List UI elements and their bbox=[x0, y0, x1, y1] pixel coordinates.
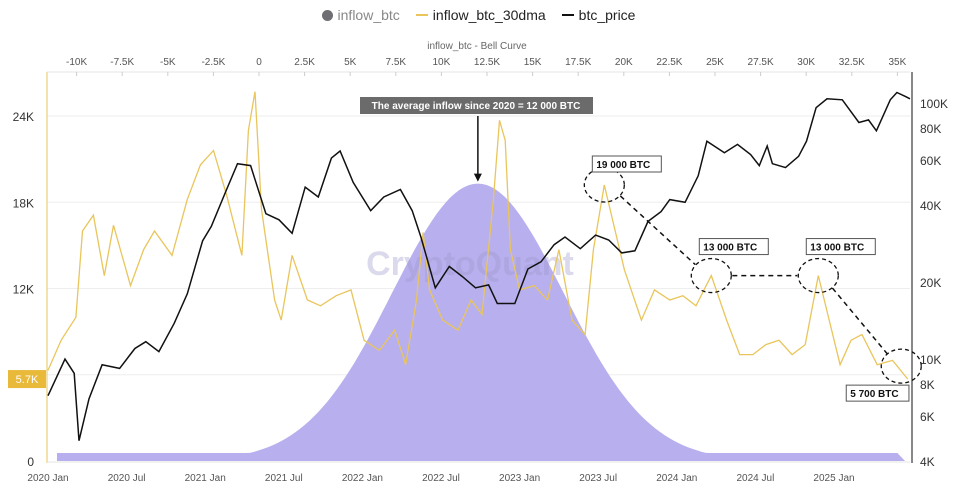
top-tick-label: 20K bbox=[615, 57, 633, 68]
x-tick-label: 2024 Jan bbox=[656, 473, 697, 484]
annotation-label: 19 000 BTC bbox=[596, 160, 650, 171]
top-tick-label: 10K bbox=[433, 57, 451, 68]
dashed-circle-marker bbox=[690, 257, 732, 294]
average-callout-box bbox=[360, 97, 593, 114]
right-tick-label: 20K bbox=[920, 276, 941, 290]
legend-label: btc_price bbox=[578, 7, 636, 23]
dashed-trend-line bbox=[619, 195, 696, 266]
top-tick-label: -7.5K bbox=[110, 57, 134, 68]
x-tick-label: 2021 Jan bbox=[185, 473, 226, 484]
annotation-label: 13 000 BTC bbox=[810, 243, 864, 254]
line-icon bbox=[561, 14, 574, 16]
top-tick-label: 7.5K bbox=[386, 57, 407, 68]
x-tick-label: 2020 Jul bbox=[108, 473, 146, 484]
right-tick-label: 6K bbox=[920, 410, 935, 424]
axes: -10K -7.5K -5K -2.5K 0 2.5K 5K 7.5K 10K 12.5K 15K 1… bbox=[8, 57, 948, 484]
top-tick-label: 5K bbox=[344, 57, 357, 68]
legend: inflow_btc inflow_btc_30dma btc_price bbox=[0, 7, 957, 23]
arrow-down-icon bbox=[473, 173, 482, 182]
x-tick-label: 2021 Jul bbox=[265, 473, 303, 484]
top-tick-label: 22.5K bbox=[656, 57, 682, 68]
x-tick-label: 2023 Jan bbox=[499, 473, 540, 484]
right-tick-label: 4K bbox=[920, 455, 935, 469]
x-tick-label: 2025 Jan bbox=[813, 473, 854, 484]
bell-curve-area bbox=[57, 183, 905, 461]
top-tick-label: 15K bbox=[524, 57, 542, 68]
current-value-label: 5.7K bbox=[16, 374, 39, 386]
top-tick-label: 30K bbox=[797, 57, 815, 68]
annotation-label-box bbox=[591, 155, 662, 173]
current-value-badge bbox=[8, 370, 46, 389]
x-tick-label: 2020 Jan bbox=[27, 473, 68, 484]
top-tick-label: -2.5K bbox=[201, 57, 225, 68]
left-tick-label: 24K bbox=[13, 110, 34, 124]
legend-label: inflow_btc_30dma bbox=[432, 7, 546, 23]
legend-label: inflow_btc bbox=[337, 7, 400, 23]
dashed-trend-line bbox=[831, 287, 888, 355]
series-btc-price bbox=[47, 91, 911, 441]
top-tick-label: 35K bbox=[889, 57, 907, 68]
legend-item-btc-price[interactable]: btc_price bbox=[561, 7, 636, 23]
top-tick-label: 12.5K bbox=[474, 57, 500, 68]
left-tick-label: 18K bbox=[13, 196, 34, 210]
right-tick-label: 100K bbox=[920, 97, 948, 111]
x-tick-label: 2022 Jan bbox=[342, 473, 383, 484]
average-callout-text: The average inflow since 2020 = 12 000 B… bbox=[372, 101, 581, 112]
x-tick-label: 2022 Jul bbox=[422, 473, 460, 484]
line-icon bbox=[415, 14, 428, 16]
top-axis-title: inflow_btc - Bell Curve bbox=[427, 41, 527, 52]
left-tick-label: 0 bbox=[27, 455, 34, 469]
annotation-label-box bbox=[845, 384, 910, 402]
legend-item-inflow-btc-30dma[interactable]: inflow_btc_30dma bbox=[415, 7, 546, 23]
dashed-circle-marker bbox=[797, 257, 839, 294]
top-tick-label: 25K bbox=[706, 57, 724, 68]
right-tick-label: 40K bbox=[920, 199, 941, 213]
top-tick-label: 0 bbox=[256, 57, 262, 68]
top-tick-label: 17.5K bbox=[565, 57, 591, 68]
legend-item-inflow-btc[interactable]: inflow_btc bbox=[321, 7, 400, 23]
annotation-label: 13 000 BTC bbox=[703, 243, 757, 254]
x-tick-label: 2024 Jul bbox=[736, 473, 774, 484]
top-tick-label: 27.5K bbox=[748, 57, 774, 68]
right-tick-label: 10K bbox=[920, 353, 941, 367]
top-tick-label: 32.5K bbox=[839, 57, 865, 68]
left-tick-label: 12K bbox=[13, 283, 34, 297]
annotation-label: 5 700 BTC bbox=[850, 389, 898, 400]
dashed-circle-marker bbox=[880, 348, 922, 384]
series-inflow-btc-30dma bbox=[47, 91, 909, 380]
watermark: CryptoQuant bbox=[366, 245, 574, 283]
right-tick-label: 80K bbox=[920, 122, 941, 136]
annotation-label-box bbox=[805, 238, 876, 256]
top-tick-label: -10K bbox=[66, 57, 87, 68]
top-tick-label: 2.5K bbox=[294, 57, 315, 68]
annotation-label-box bbox=[698, 238, 769, 256]
right-tick-label: 8K bbox=[920, 378, 935, 392]
top-tick-label: -5K bbox=[160, 57, 176, 68]
dot-icon bbox=[321, 9, 333, 21]
x-tick-label: 2023 Jul bbox=[579, 473, 617, 484]
annotations: The average inflow since 2020 = 12 000 B… bbox=[360, 97, 922, 402]
right-tick-label: 60K bbox=[920, 154, 941, 168]
